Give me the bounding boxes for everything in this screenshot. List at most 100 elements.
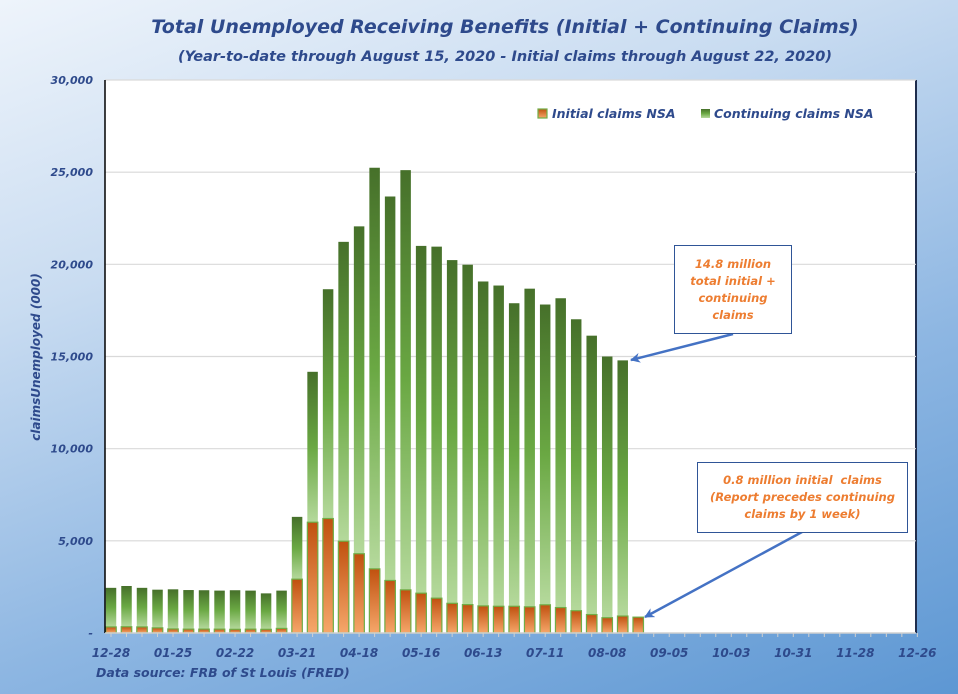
- x-tick-label: 04-18: [340, 646, 378, 660]
- bar-initial-claims: [492, 605, 505, 634]
- annotation-arrow-initial: [644, 530, 803, 619]
- annotation-line: continuing: [698, 290, 768, 305]
- bar-continuing-claims: [229, 590, 241, 630]
- bar-initial-claims: [461, 604, 474, 634]
- bar-initial-claims: [585, 613, 598, 634]
- bar-continuing-claims: [167, 589, 179, 629]
- bar-initial-claims: [353, 553, 365, 634]
- annotation-total-claims: 14.8 million total initial + continuing …: [674, 245, 792, 334]
- y-tick-label: 5,000: [58, 535, 93, 548]
- bar-initial-claims: [632, 616, 645, 634]
- bar-continuing-claims: [307, 371, 318, 523]
- legend-swatch-initial: [537, 108, 548, 119]
- y-tick-label: -: [88, 627, 93, 640]
- y-tick-label: 10,000: [51, 443, 94, 456]
- bar-continuing-claims: [353, 226, 365, 554]
- bar-continuing-claims: [152, 589, 163, 628]
- annotation-line: claims by 1 week): [744, 507, 861, 521]
- x-tick-label: 02-22: [216, 646, 254, 660]
- x-tick-label: 07-11: [526, 646, 564, 660]
- y-tick-label: 20,000: [51, 258, 94, 271]
- bar-initial-claims: [136, 626, 148, 634]
- bar-continuing-claims: [276, 590, 287, 629]
- y-tick-label: 15,000: [51, 351, 94, 364]
- x-tick-label: 09-05: [650, 646, 688, 660]
- bar-continuing-claims: [617, 360, 628, 617]
- x-tick-label: 12-28: [92, 646, 130, 660]
- annotation-line: (Report precedes continuing: [710, 490, 895, 504]
- x-tick-label: 03-21: [278, 646, 316, 660]
- bar-continuing-claims: [462, 264, 473, 605]
- bar-initial-claims: [523, 606, 536, 634]
- bar-continuing-claims: [400, 170, 411, 590]
- chart-title: Total Unemployed Receiving Benefits (Ini…: [151, 16, 858, 38]
- bar-initial-claims: [446, 602, 458, 634]
- x-tick-label: 06-13: [464, 646, 502, 660]
- bar-continuing-claims: [384, 196, 396, 581]
- bar-initial-claims: [601, 617, 614, 634]
- annotation-initial-claims: 0.8 million initial claims (Report prece…: [697, 462, 908, 533]
- data-source-note: Data source: FRB of St Louis (FRED): [96, 665, 350, 680]
- legend-swatch-continuing: [701, 109, 710, 118]
- bar-continuing-claims: [322, 289, 334, 519]
- bar-continuing-claims: [198, 590, 210, 630]
- x-tick-label: 05-16: [402, 646, 440, 660]
- bar-continuing-claims: [291, 516, 303, 580]
- bar-continuing-claims: [493, 285, 504, 607]
- bar-initial-claims: [105, 626, 117, 634]
- bar-continuing-claims: [586, 335, 597, 615]
- bar-initial-claims: [539, 604, 552, 634]
- x-tick-label: 10-31: [774, 646, 812, 660]
- x-tick-label: 10-03: [712, 646, 750, 660]
- annotation-arrow-total: [630, 332, 734, 363]
- bar-continuing-claims: [415, 245, 427, 594]
- y-tick-label: 25,000: [51, 166, 94, 179]
- bar-initial-claims: [306, 521, 319, 634]
- y-axis-label: claimsUnemployed (000): [29, 273, 43, 441]
- bar-continuing-claims: [245, 590, 256, 630]
- bar-continuing-claims: [555, 298, 566, 608]
- bar-continuing-claims: [524, 288, 535, 607]
- bar-initial-claims: [291, 578, 303, 634]
- bar-initial-claims: [399, 589, 412, 634]
- bar-continuing-claims: [601, 356, 613, 618]
- bar-continuing-claims: [369, 167, 380, 569]
- y-tick-label: 30,000: [51, 74, 94, 87]
- annotation-line: total initial +: [690, 273, 776, 288]
- annotation-line: claims: [712, 307, 754, 322]
- bar-continuing-claims: [214, 590, 225, 630]
- bar-continuing-claims: [121, 585, 132, 627]
- bar-initial-claims: [554, 606, 567, 634]
- x-tick-label: 11-28: [836, 646, 874, 660]
- bar-initial-claims: [570, 610, 583, 634]
- bar-continuing-claims: [431, 246, 442, 599]
- bar-initial-claims: [120, 626, 133, 634]
- bar-continuing-claims: [260, 593, 272, 630]
- bar-initial-claims: [151, 627, 164, 634]
- bar-continuing-claims: [183, 590, 194, 630]
- bar-initial-claims: [477, 605, 490, 634]
- legend: Initial claims NSA Continuing claims NSA: [537, 106, 874, 121]
- legend-label-initial: Initial claims NSA: [552, 106, 676, 121]
- annotation-line: 0.8 million initial claims: [723, 473, 882, 487]
- bar-initial-claims: [616, 615, 629, 634]
- bar-continuing-claims: [446, 260, 458, 604]
- bar-continuing-claims: [338, 241, 349, 542]
- bar-continuing-claims: [477, 281, 489, 606]
- x-tick-label: 08-08: [588, 646, 626, 660]
- chart-subtitle: (Year-to-date through August 15, 2020 - …: [178, 49, 832, 65]
- bar-initial-claims: [415, 592, 427, 634]
- bar-continuing-claims: [570, 319, 582, 611]
- bar-initial-claims: [384, 579, 396, 634]
- bar-continuing-claims: [539, 304, 551, 605]
- x-tick-label: 12-26: [898, 646, 936, 660]
- bar-initial-claims: [368, 568, 381, 634]
- bar-initial-claims: [508, 605, 521, 634]
- bar-continuing-claims: [105, 587, 117, 627]
- bar-initial-claims: [430, 597, 443, 634]
- annotation-line: 14.8 million: [694, 256, 772, 271]
- legend-label-continuing: Continuing claims NSA: [714, 106, 874, 121]
- bar-continuing-claims: [508, 303, 520, 607]
